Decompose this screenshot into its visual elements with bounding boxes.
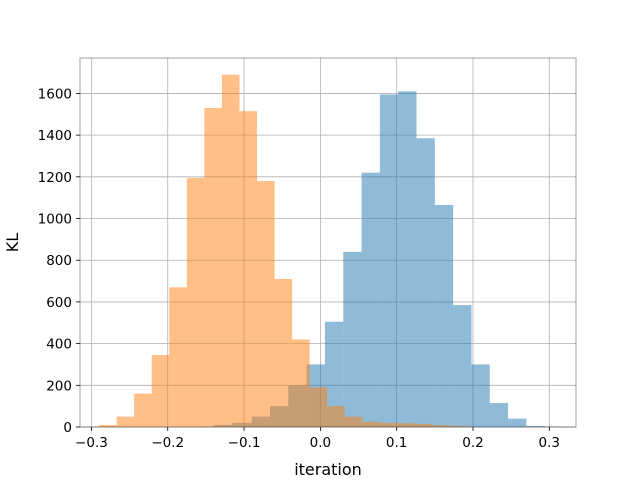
histogram-bar (292, 339, 310, 427)
histogram-bar (134, 393, 152, 427)
histogram-bar (274, 278, 293, 427)
y-tick-label: 600 (46, 295, 72, 311)
histogram-bar (309, 387, 328, 427)
histogram-bar (257, 181, 275, 427)
x-tick-label: 0.0 (310, 435, 331, 451)
y-tick-label: 1000 (38, 212, 72, 228)
histogram-bar (432, 425, 451, 427)
histogram-bar (343, 251, 362, 427)
x-tick-label: −0.1 (228, 435, 261, 451)
y-tick-label: 1400 (38, 128, 72, 144)
histogram-bar (221, 74, 240, 427)
histogram-bar (397, 423, 415, 427)
x-axis-label: iteration (294, 460, 362, 479)
histogram-bar (116, 416, 135, 427)
histogram-bar (398, 91, 417, 428)
x-tick-label: −0.2 (151, 435, 184, 451)
histogram-bar (450, 425, 468, 427)
histogram-bar (471, 364, 490, 427)
histogram-bar (414, 423, 433, 427)
axis-ticks: −0.3 −0.2 −0.1 0.0 0.1 0.2 0.3 0 200 400 600 800 100… (38, 86, 560, 451)
histogram-bar (99, 424, 117, 427)
y-tick-label: 1200 (38, 170, 72, 186)
histogram-bar (169, 287, 187, 427)
histogram-bar (204, 108, 222, 427)
histogram-bar (327, 406, 345, 427)
histogram-bar (186, 177, 205, 427)
histogram-bar (379, 94, 399, 428)
histogram-series-1 (195, 91, 564, 428)
histogram-bar (434, 204, 454, 427)
histogram-bar (453, 305, 472, 427)
histogram-bars (99, 74, 564, 428)
histogram-bar (362, 421, 380, 427)
histogram-bar (416, 138, 435, 428)
histogram-bar (151, 355, 170, 427)
y-axis-label: KL (3, 233, 22, 252)
y-tick-label: 800 (46, 253, 72, 269)
histogram-bar (489, 403, 509, 427)
histogram-bar (324, 321, 344, 427)
histogram-bar (239, 111, 258, 428)
histogram-bar (361, 172, 380, 427)
x-tick-label: 0.1 (386, 435, 407, 451)
histogram-bar (379, 422, 398, 427)
plot-frame (79, 57, 577, 428)
histogram-series-2 (99, 74, 468, 428)
y-tick-label: 200 (46, 378, 72, 394)
histogram-bar (526, 425, 545, 427)
y-tick-label: 0 (63, 420, 72, 436)
x-tick-label: 0.3 (539, 435, 560, 451)
x-tick-label: −0.3 (75, 435, 108, 451)
y-tick-label: 1600 (38, 86, 72, 102)
x-tick-label: 0.2 (462, 435, 483, 451)
histogram-bar (508, 418, 527, 427)
y-tick-label: 400 (46, 337, 72, 353)
histogram-bar (344, 416, 363, 427)
